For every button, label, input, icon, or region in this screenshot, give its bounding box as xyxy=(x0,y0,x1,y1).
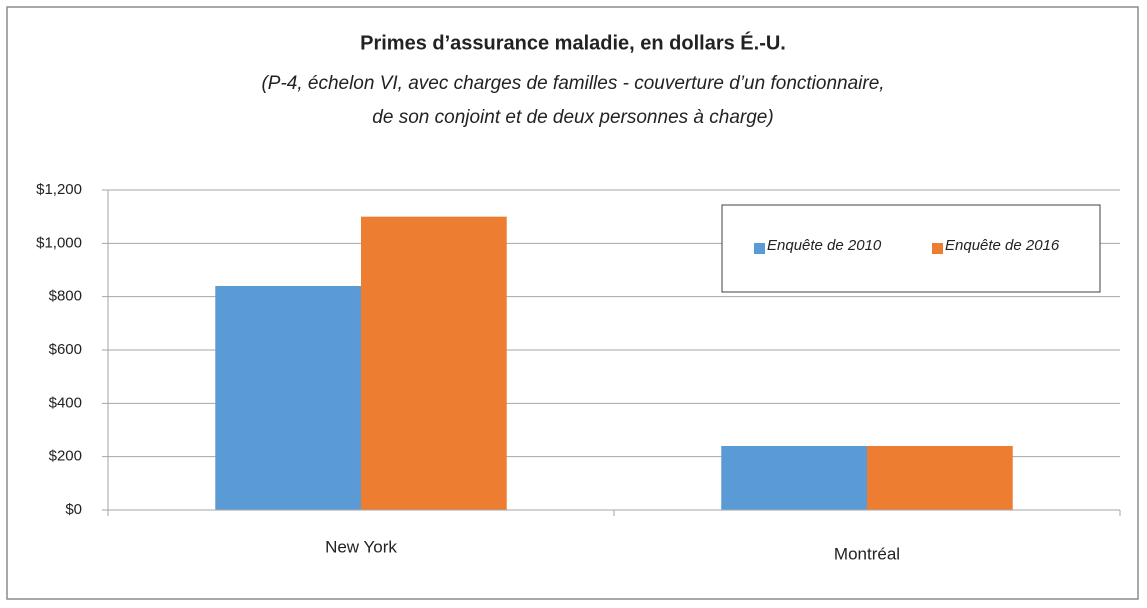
chart-subtitle: (P-4, échelon VI, avec charges de famill… xyxy=(261,73,884,94)
bar xyxy=(867,446,1013,510)
legend-text: Enquête de 2016 xyxy=(945,237,1060,254)
chart-title: Primes d’assurance maladie, en dollars É… xyxy=(360,31,786,54)
y-tick-label: $200 xyxy=(49,448,82,465)
y-tick-label: $1,000 xyxy=(36,234,82,251)
x-tick-label: New York xyxy=(325,537,397,556)
bar xyxy=(215,286,361,510)
y-tick-label: $800 xyxy=(49,288,82,305)
chart-subtitle: de son conjoint et de deux personnes à c… xyxy=(372,107,773,128)
legend-swatch xyxy=(754,243,765,254)
y-tick-label: $600 xyxy=(49,341,82,358)
legend-swatch xyxy=(932,243,943,254)
y-tick-label: $400 xyxy=(49,394,82,411)
bar xyxy=(721,446,867,510)
legend-box xyxy=(721,204,1101,293)
x-tick-label: Montréal xyxy=(834,544,900,563)
legend-text: Enquête de 2010 xyxy=(767,237,882,254)
bar xyxy=(361,216,507,510)
y-tick-label: $0 xyxy=(65,501,82,518)
y-tick-label: $1,200 xyxy=(36,181,82,198)
